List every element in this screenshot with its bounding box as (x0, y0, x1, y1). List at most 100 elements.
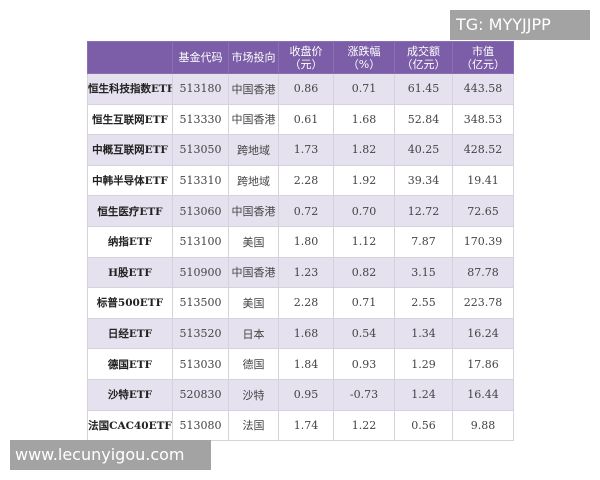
table-row: 恒生科技指数ETF 513180 中国香港 0.86 0.71 61.45 443.58 (87, 73, 514, 105)
table-row: 沙特ETF 520830 沙特 0.95 -0.73 1.24 16.44 (87, 378, 514, 411)
fund-name-cell: 恒生医疗ETF (87, 195, 173, 227)
table-cell: 3.15 (394, 256, 453, 289)
table-cell: 中国香港 (228, 195, 279, 227)
table-cell: 428.52 (452, 134, 514, 166)
fund-name-cell: 恒生科技指数ETF (87, 73, 173, 105)
table-cell: 0.86 (278, 73, 334, 105)
table-cell: 223.78 (452, 287, 514, 319)
table-row: 恒生互联网ETF 513330 中国香港 0.61 1.68 52.84 348.53 (87, 103, 514, 136)
column-header: 收盘价 （元） (278, 41, 334, 74)
table-cell: 7.87 (394, 225, 453, 258)
header-text: （%） (347, 57, 381, 71)
table-cell: 0.72 (278, 195, 334, 227)
table-cell: 德国 (228, 348, 279, 380)
table-cell: 1.23 (278, 256, 334, 289)
table-cell: 513080 (172, 409, 229, 442)
table-cell: 513330 (172, 103, 229, 136)
table-cell: 1.74 (278, 409, 334, 442)
table-cell: 1.73 (278, 134, 334, 166)
column-header: 基金代码 (172, 41, 229, 74)
fund-name-cell: 沙特ETF (87, 378, 173, 411)
table-cell: 19.41 (452, 164, 514, 197)
table-cell: 日本 (228, 317, 279, 350)
header-text: 收盘价 (289, 44, 323, 58)
table-cell: 16.24 (452, 317, 514, 350)
table-cell: 513500 (172, 287, 229, 319)
fund-name-cell: 中概互联网ETF (87, 134, 173, 166)
table-cell: 513520 (172, 317, 229, 350)
table-cell: 513180 (172, 73, 229, 105)
table-cell: 中国香港 (228, 103, 279, 136)
header-text: 市值 (472, 44, 494, 58)
table-cell: 9.88 (452, 409, 514, 442)
table-cell: 美国 (228, 287, 279, 319)
table-cell: 0.93 (333, 348, 395, 380)
table-cell: 510900 (172, 256, 229, 289)
table-cell: 沙特 (228, 378, 279, 411)
fund-name-cell: H股ETF (87, 256, 173, 289)
table-cell: 跨地域 (228, 164, 279, 197)
column-header: 市场投向 (228, 41, 279, 74)
table-cell: 0.95 (278, 378, 334, 411)
table-cell: 1.84 (278, 348, 334, 380)
table-cell: 跨地域 (228, 134, 279, 166)
table-cell: 2.55 (394, 287, 453, 319)
watermark-top: TG: MYYJJPP (450, 10, 590, 40)
table-cell: 1.12 (333, 225, 395, 258)
table-cell: 0.70 (333, 195, 395, 227)
fund-name-cell: 标普500ETF (87, 287, 173, 319)
table-cell: 17.86 (452, 348, 514, 380)
table-cell: 39.34 (394, 164, 453, 197)
table-cell: 513060 (172, 195, 229, 227)
table-cell: 0.71 (333, 287, 395, 319)
table-cell: 16.44 (452, 378, 514, 411)
table-cell: 1.34 (394, 317, 453, 350)
fund-name-cell: 德国ETF (87, 348, 173, 380)
table-cell: 520830 (172, 378, 229, 411)
table-cell: 1.92 (333, 164, 395, 197)
column-header (87, 41, 173, 74)
table-cell: 2.28 (278, 164, 334, 197)
table-cell: 52.84 (394, 103, 453, 136)
fund-name-cell: 日经ETF (87, 317, 173, 350)
header-text: （亿元） (401, 57, 446, 71)
table-cell: 中国香港 (228, 73, 279, 105)
table-cell: 2.28 (278, 287, 334, 319)
table-row: 中概互联网ETF 513050 跨地域 1.73 1.82 40.25 428.52 (87, 134, 514, 166)
table-cell: 513050 (172, 134, 229, 166)
table-row: 日经ETF 513520 日本 1.68 0.54 1.34 16.24 (87, 317, 514, 350)
column-header: 成交额 （亿元） (394, 41, 453, 74)
table-cell: 87.78 (452, 256, 514, 289)
table-cell: 0.54 (333, 317, 395, 350)
table-cell: 1.29 (394, 348, 453, 380)
table-row: 中韩半导体ETF 513310 跨地域 2.28 1.92 39.34 19.41 (87, 164, 514, 197)
table-row: 纳指ETF 513100 美国 1.80 1.12 7.87 170.39 (87, 225, 514, 258)
table-cell: 348.53 (452, 103, 514, 136)
fund-name-cell: 中韩半导体ETF (87, 164, 173, 197)
table-cell: -0.73 (333, 378, 395, 411)
table-cell: 513100 (172, 225, 229, 258)
table-row: 法国CAC40ETF 513080 法国 1.74 1.22 0.56 9.88 (87, 409, 514, 442)
header-text: 基金代码 (178, 51, 223, 64)
header-text: （亿元） (461, 57, 505, 71)
fund-name-cell: 纳指ETF (87, 225, 173, 258)
table-cell: 中国香港 (228, 256, 279, 289)
table-cell: 1.82 (333, 134, 395, 166)
etf-table: 基金代码 市场投向 收盘价 （元） 涨跌幅 （%） 成交额 （亿元） 市值 （亿元） 恒生科技指数… (87, 41, 514, 442)
table-cell: 0.71 (333, 73, 395, 105)
table-cell: 513310 (172, 164, 229, 197)
table-row: 德国ETF 513030 德国 1.84 0.93 1.29 17.86 (87, 348, 514, 380)
header-text: 成交额 (407, 44, 440, 58)
table-cell: 0.56 (394, 409, 453, 442)
table-cell: 12.72 (394, 195, 453, 227)
column-header: 涨跌幅 （%） (333, 41, 395, 74)
header-text: 市场投向 (231, 51, 276, 64)
fund-name-cell: 法国CAC40ETF (87, 409, 173, 442)
table-body: 恒生科技指数ETF 513180 中国香港 0.86 0.71 61.45 443.58 恒生… (87, 73, 514, 442)
table-cell: 1.80 (278, 225, 334, 258)
table-cell: 法国 (228, 409, 279, 442)
table-row: 恒生医疗ETF 513060 中国香港 0.72 0.70 12.72 72.65 (87, 195, 514, 227)
table-cell: 61.45 (394, 73, 453, 105)
table-cell: 1.22 (333, 409, 395, 442)
table-cell: 72.65 (452, 195, 514, 227)
